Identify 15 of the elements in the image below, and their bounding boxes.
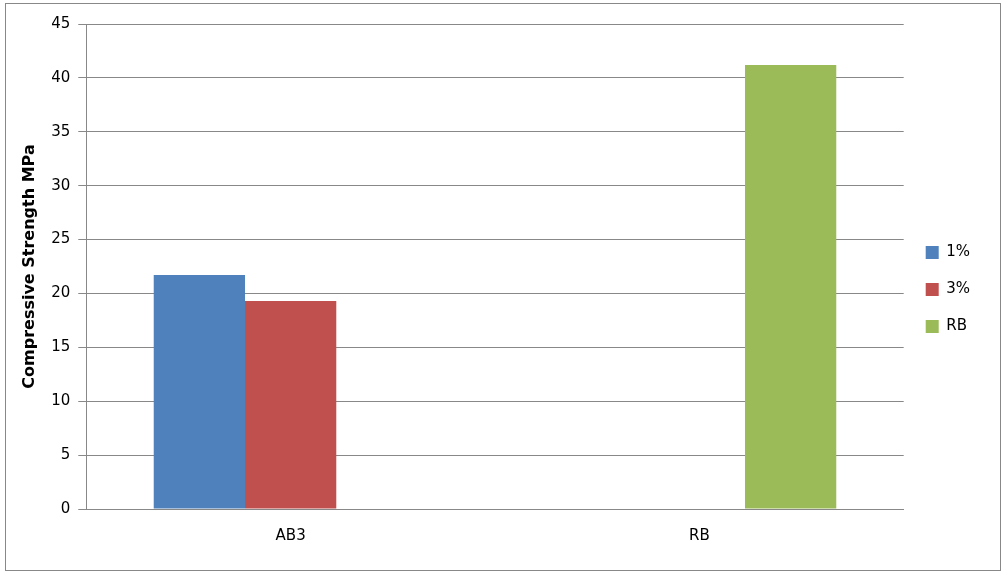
- y-tick-label: 25: [51, 229, 71, 248]
- y-tick-label: 15: [51, 337, 71, 356]
- y-tick-label: 20: [51, 283, 71, 302]
- y-tick-label: 35: [51, 121, 71, 140]
- y-tick-label: 45: [51, 13, 71, 32]
- y-tick-label: 5: [60, 445, 71, 463]
- y-tick-label: 10: [51, 391, 71, 410]
- y-tick-label: 40: [51, 67, 71, 86]
- legend-label: 3%: [946, 279, 970, 298]
- y-axis-title: Compressive Strength MPa: [18, 144, 38, 389]
- x-tick-label: AB3: [275, 525, 306, 544]
- legend-label: 1%: [946, 242, 970, 261]
- y-tick-label: 0: [60, 498, 71, 517]
- legend-label: RB: [946, 316, 967, 335]
- y-tick-label: 30: [51, 175, 71, 194]
